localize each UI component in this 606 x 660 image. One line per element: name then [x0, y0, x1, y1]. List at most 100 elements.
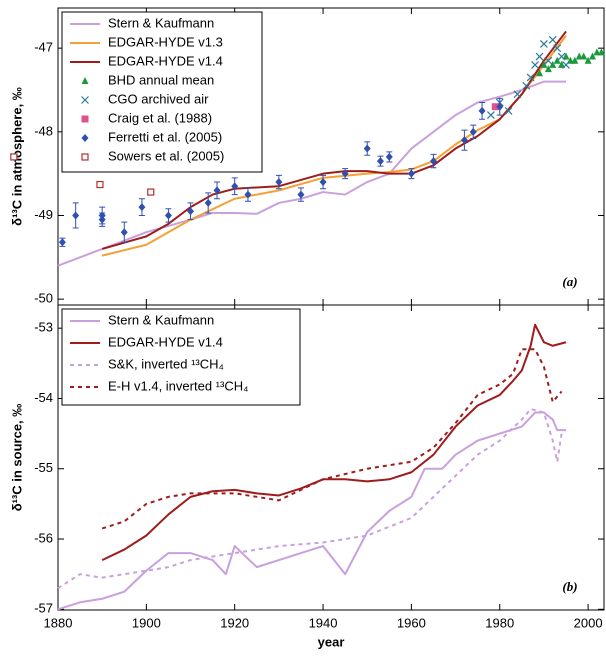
marker [504, 106, 513, 115]
y-axis-label: δ¹³C in source, ‰ [9, 404, 24, 512]
marker [553, 44, 562, 53]
legend-label: EDGAR-HYDE v1.4 [108, 53, 223, 68]
marker [147, 188, 155, 196]
y-tick-label: -53 [34, 320, 53, 335]
marker [213, 186, 221, 195]
marker [187, 207, 195, 216]
marker [341, 169, 349, 178]
legend-label: Sowers et al. (2005) [108, 148, 224, 163]
marker [539, 40, 548, 48]
marker [544, 56, 553, 65]
panel-label: (a) [562, 274, 577, 289]
marker [275, 178, 283, 187]
legend-label: S&K, inverted ¹³CH₄ [108, 356, 224, 371]
marker [491, 103, 499, 111]
legend-swatch [81, 77, 89, 84]
marker [571, 56, 579, 64]
marker [204, 198, 212, 207]
marker [486, 111, 495, 120]
legend-label: Stern & Kaufmann [108, 15, 214, 30]
legend-label: Ferretti et al. (2005) [108, 129, 222, 144]
marker [164, 211, 172, 220]
marker [385, 152, 393, 161]
series-line [57, 408, 563, 590]
marker [376, 157, 384, 166]
legend-label: Craig et al. (1988) [108, 110, 212, 125]
legend-swatch [81, 134, 89, 142]
marker [319, 178, 327, 187]
marker [548, 35, 557, 44]
legend-label: EDGAR-HYDE v1.4 [108, 334, 223, 349]
x-tick-label: 1880 [44, 615, 73, 630]
marker [429, 157, 437, 166]
marker [535, 52, 544, 61]
marker [297, 190, 305, 199]
y-tick-label: -56 [34, 530, 53, 545]
y-tick-label: -47 [34, 40, 53, 55]
marker [584, 56, 592, 64]
series-line [101, 323, 567, 562]
panel: -57 -56 -55 -54 -53 1880 1900 1920 1940 1960 1980 2… [9, 304, 605, 649]
marker [580, 52, 588, 60]
legend-label: Stern & Kaufmann [108, 312, 214, 327]
series-line [57, 411, 567, 611]
marker [557, 52, 566, 61]
marker [593, 48, 601, 56]
marker [531, 60, 540, 69]
series-line [101, 348, 563, 530]
y-tick-label: -49 [34, 207, 53, 222]
legend-swatch [81, 115, 89, 123]
x-tick-label: 1920 [220, 615, 249, 630]
legend: Stern & Kaufmann EDGAR-HYDE v1.4 S&K, inve… [61, 308, 301, 406]
legend-swatch [81, 96, 89, 104]
marker [540, 60, 548, 68]
marker [522, 81, 531, 90]
marker [58, 238, 66, 247]
marker [98, 215, 106, 224]
marker [526, 73, 535, 82]
marker [231, 182, 239, 191]
y-tick-label: -57 [34, 601, 53, 616]
x-axis-label: year [318, 634, 345, 649]
legend-label: BHD annual mean [108, 72, 214, 87]
marker [72, 211, 80, 220]
marker [558, 60, 566, 68]
marker [562, 60, 570, 69]
x-tick-label: 1900 [132, 615, 161, 630]
x-tick-label: 1960 [397, 615, 426, 630]
x-tick-label: 1980 [485, 615, 514, 630]
y-tick-label: -50 [34, 291, 53, 306]
marker [562, 52, 570, 60]
marker [553, 56, 561, 64]
series-line [57, 80, 567, 267]
marker [549, 60, 557, 68]
legend-label: E-H v1.4, inverted ¹³CH₄ [108, 378, 248, 393]
marker [544, 65, 552, 73]
marker [597, 48, 605, 56]
marker [244, 190, 252, 199]
marker [496, 102, 504, 111]
y-tick-label: -48 [34, 123, 53, 138]
panel-label: (b) [562, 579, 577, 594]
y-tick-label: -55 [34, 460, 53, 475]
marker [10, 153, 18, 161]
marker [363, 144, 371, 153]
y-tick-label: -54 [34, 390, 53, 405]
marker [513, 90, 522, 99]
legend: Stern & Kaufmann EDGAR-HYDE v1.3 EDGAR-HYD… [61, 11, 263, 173]
legend-frame [61, 11, 263, 173]
marker [96, 180, 104, 189]
marker [536, 69, 544, 77]
legend-frame [61, 308, 301, 406]
marker [469, 127, 477, 136]
marker [575, 52, 583, 60]
marker [589, 52, 597, 60]
marker [478, 106, 486, 115]
plot-frame [57, 304, 605, 611]
x-tick-label: 1940 [309, 615, 338, 630]
legend-label: EDGAR-HYDE v1.3 [108, 34, 223, 49]
marker [407, 169, 415, 178]
marker [138, 203, 146, 212]
